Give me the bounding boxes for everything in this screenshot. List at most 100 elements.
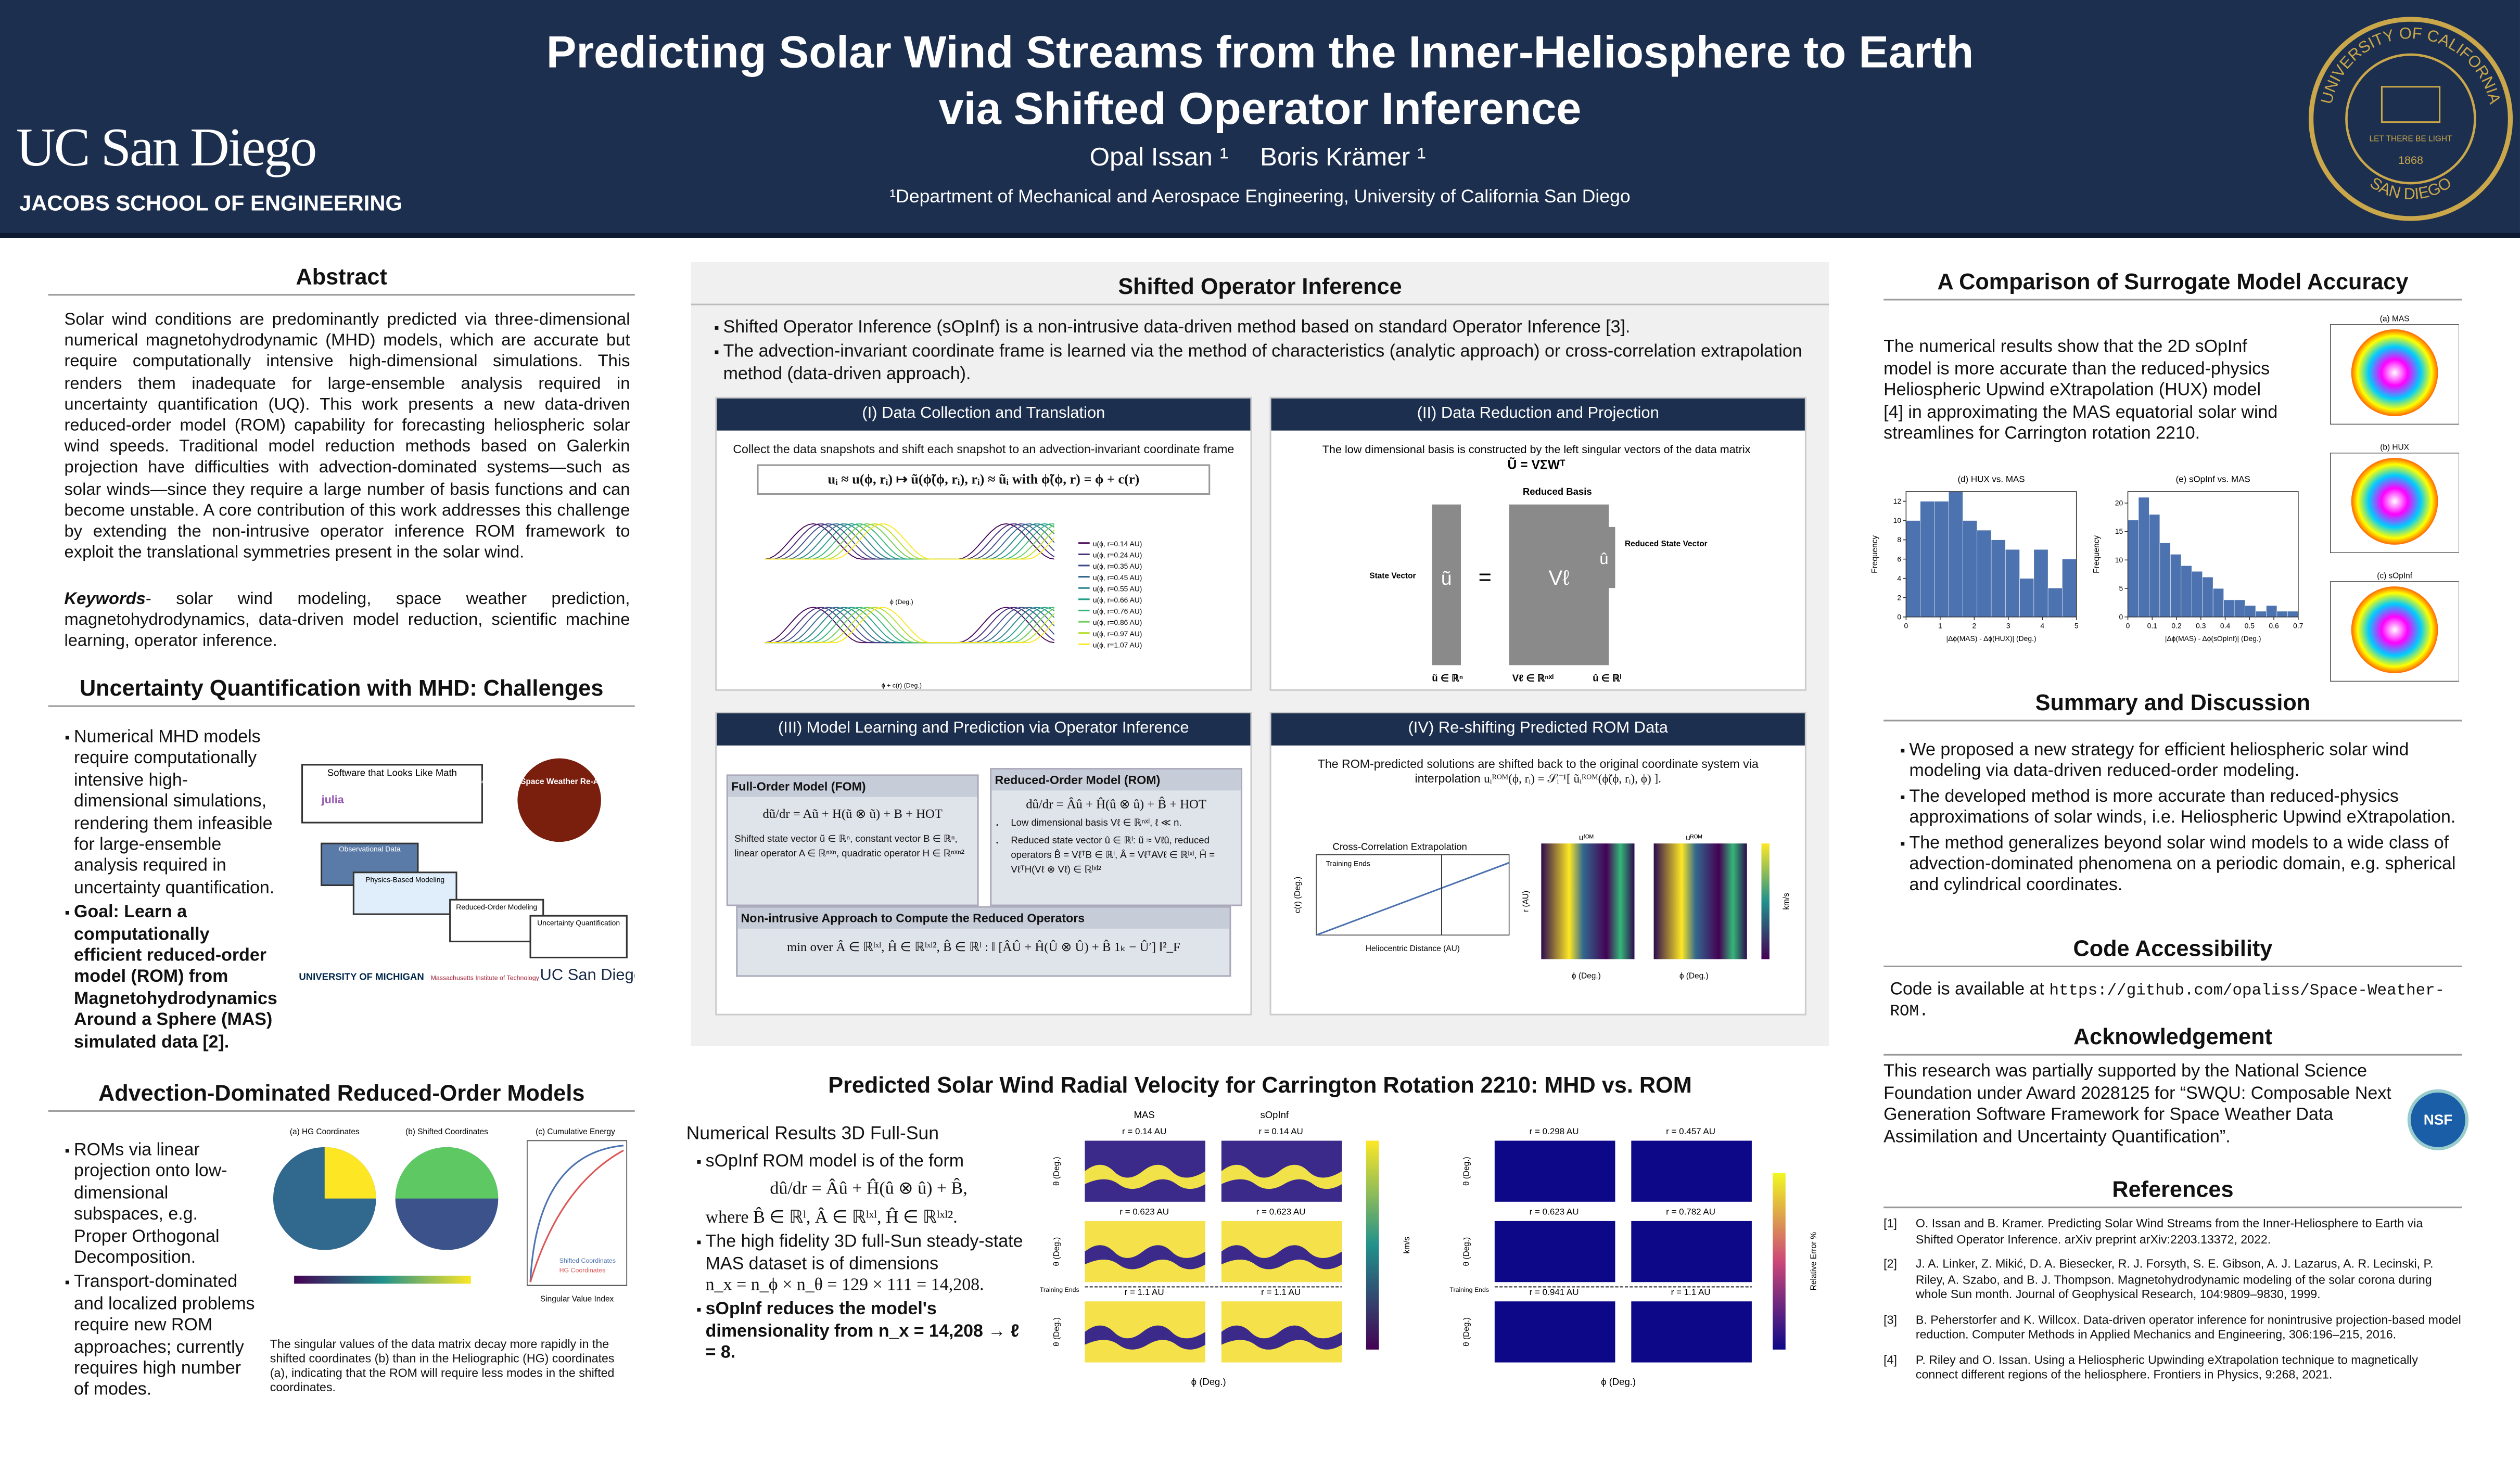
bar xyxy=(2062,559,2077,618)
legend-entry: u(ϕ, r=0.76 AU) xyxy=(1093,607,1142,615)
reference: [1] O. Issan and B. Kramer. Predicting So… xyxy=(1883,1216,2462,1247)
axis-label: θ (Deg.) xyxy=(1462,1157,1471,1186)
axis-label: ϕ (Deg.) xyxy=(1601,1376,1636,1387)
box-title: Reduced-Order Model (ROM) xyxy=(991,769,1241,791)
axis-label: km/s xyxy=(1782,893,1791,910)
x-tick-label: 1 xyxy=(1938,621,1942,630)
curve xyxy=(529,1149,624,1282)
plot-title: Cross-Correlation Extrapolation xyxy=(1332,841,1467,852)
reference-number: [4] xyxy=(1883,1352,1897,1367)
affiliation: ¹Department of Mechanical and Aerospace … xyxy=(889,188,1631,208)
curve xyxy=(765,607,1055,644)
bar xyxy=(1948,491,1963,618)
seal-book xyxy=(2381,86,2441,123)
comparison-text: The numerical results show that the 2D s… xyxy=(1883,337,2278,444)
section-title: Acknowledgement xyxy=(1883,1023,2462,1056)
rom-box: Reduced-Order Model (ROM) dû/dr = Âû + Ĥ… xyxy=(990,768,1243,906)
diagram-label: û xyxy=(1599,549,1608,568)
y-tick-label: 0 xyxy=(2119,612,2123,621)
title-line: Predicting Solar Wind Streams from the I… xyxy=(546,27,1974,78)
bar xyxy=(2149,514,2160,618)
axis-label: θ (Deg.) xyxy=(1052,1157,1061,1186)
projection-diagram: The low dimensional basis is constructed… xyxy=(1322,443,1751,683)
reshift-figure: Cross-Correlation Extrapolation Training… xyxy=(1293,833,1791,981)
bullet: Low dimensional basis Vℓ ∈ ℝⁿˣˡ, ℓ ≪ n. xyxy=(1011,818,1241,832)
panel-title: r = 1.1 AU xyxy=(1261,1287,1301,1297)
bullet: Numerical MHD models require computation… xyxy=(74,728,279,900)
panel-title: (c) sOpInf xyxy=(2377,572,2412,581)
axis-label: Frequency xyxy=(2092,535,2101,573)
panel-title: r = 0.623 AU xyxy=(1256,1207,1306,1217)
y-tick-label: 10 xyxy=(1893,516,1902,524)
fig-label: (c) Cumulative Energy xyxy=(536,1127,615,1136)
diagram-label: Reduced State Vector xyxy=(1625,540,1708,548)
reference-number: [3] xyxy=(1883,1312,1897,1327)
uq-bullets: Numerical MHD models require computation… xyxy=(55,728,279,1057)
heatmap-band xyxy=(1221,1164,1342,1189)
plot-title: (d) HUX vs. MAS xyxy=(1957,474,2025,484)
bullet: Transport-dominated and localized proble… xyxy=(74,1273,256,1402)
bar xyxy=(2033,549,2048,618)
reference-text: P. Riley and O. Issan. Using a Heliosphe… xyxy=(1915,1352,2419,1382)
legend-entry: u(ϕ, r=0.45 AU) xyxy=(1093,573,1142,582)
code-url[interactable]: https://github.com/opaliss/Space-Weather… xyxy=(1890,983,2445,1022)
reference-number: [1] xyxy=(1883,1216,1897,1231)
keywords-text: - solar wind modeling, space weather pre… xyxy=(64,589,630,651)
box-title: Non-intrusive Approach to Compute the Re… xyxy=(737,907,1230,929)
fig-label: Next Generation Space Weather Re-Analysi… xyxy=(456,777,635,786)
reference-text: J. A. Linker, Z. Mikić, D. A. Biesecker,… xyxy=(1915,1256,2434,1302)
equation: n_x = n_ϕ × n_θ = 129 × 111 = 14,208. xyxy=(705,1275,984,1296)
bullet: The high fidelity 3D full-Sun steady-sta… xyxy=(706,1233,1032,1297)
panel-title: (III) Model Learning and Prediction via … xyxy=(717,713,1251,746)
diagram-label: ũ xyxy=(1441,567,1452,589)
colorbar xyxy=(1366,1140,1379,1350)
keywords: Keywords- solar wind modeling, space wea… xyxy=(65,589,630,653)
fig-label: UNIVERSITY OF MICHIGAN xyxy=(299,971,424,982)
section-title: Predicted Solar Wind Radial Velocity for… xyxy=(828,1071,1692,1098)
bullet-list: Numerical MHD models require computation… xyxy=(55,728,279,900)
axis-label: c(r) (Deg.) xyxy=(1293,877,1302,913)
bar xyxy=(2223,599,2235,618)
x-tick-label: 3 xyxy=(2006,621,2010,630)
polar-plot xyxy=(324,1147,376,1199)
axis-label: θ (Deg.) xyxy=(1462,1317,1471,1346)
school-name: JACOBS SCHOOL OF ENGINEERING xyxy=(19,191,402,215)
plot-frame xyxy=(2330,453,2459,553)
nsf-logo: NSF xyxy=(2407,1089,2469,1151)
diagram-label: Vℓ ∈ ℝⁿˣˡ xyxy=(1512,672,1554,683)
curve xyxy=(1316,862,1510,936)
sun-image xyxy=(517,758,601,842)
bar xyxy=(1934,501,1949,618)
results-text: Numerical Results 3D Full-Sun sOpInf ROM… xyxy=(686,1123,1032,1368)
header xyxy=(0,0,2520,238)
equation: dû/dr = Âû + Ĥ(û ⊗ û) + B̂, xyxy=(770,1179,968,1199)
bullet-text: The high fidelity 3D full-Sun steady-sta… xyxy=(705,1233,1023,1274)
axis-label: θ (Deg.) xyxy=(1052,1237,1061,1266)
fig-label: UC San Diego xyxy=(540,966,635,984)
curve xyxy=(529,1145,624,1282)
goal: Goal: Learn a computationally efficient … xyxy=(74,903,279,1054)
section-title: Abstract xyxy=(48,263,635,296)
heatmap xyxy=(1541,843,1635,959)
bullet-text: sOpInf ROM model is of the form xyxy=(705,1152,964,1172)
section-title: Advection-Dominated Reduced-Order Models xyxy=(48,1080,635,1112)
diagram-label: Vℓ xyxy=(1548,566,1569,589)
bar xyxy=(2170,554,2182,618)
equation: dû/dr = Âû + Ĥ(û ⊗ û) + B̂ + HOT xyxy=(1026,797,1206,812)
bar xyxy=(1991,540,2006,618)
fig-label: (a) HG Coordinates xyxy=(290,1127,360,1136)
heatmap xyxy=(1631,1221,1752,1282)
heatmap-band xyxy=(1085,1164,1205,1189)
x-tick-label: 0.4 xyxy=(2220,621,2231,630)
author: Opal Issan ¹ xyxy=(1089,144,1229,172)
legend-entry: u(ϕ, r=0.97 AU) xyxy=(1093,630,1142,638)
column-title: sOpInf xyxy=(1261,1109,1289,1120)
vector-block xyxy=(1593,527,1615,588)
colorbar xyxy=(1761,843,1770,959)
fig-label: julia xyxy=(321,793,345,806)
streamline-plot xyxy=(2351,586,2438,673)
y-tick-label: 5 xyxy=(2119,584,2123,593)
